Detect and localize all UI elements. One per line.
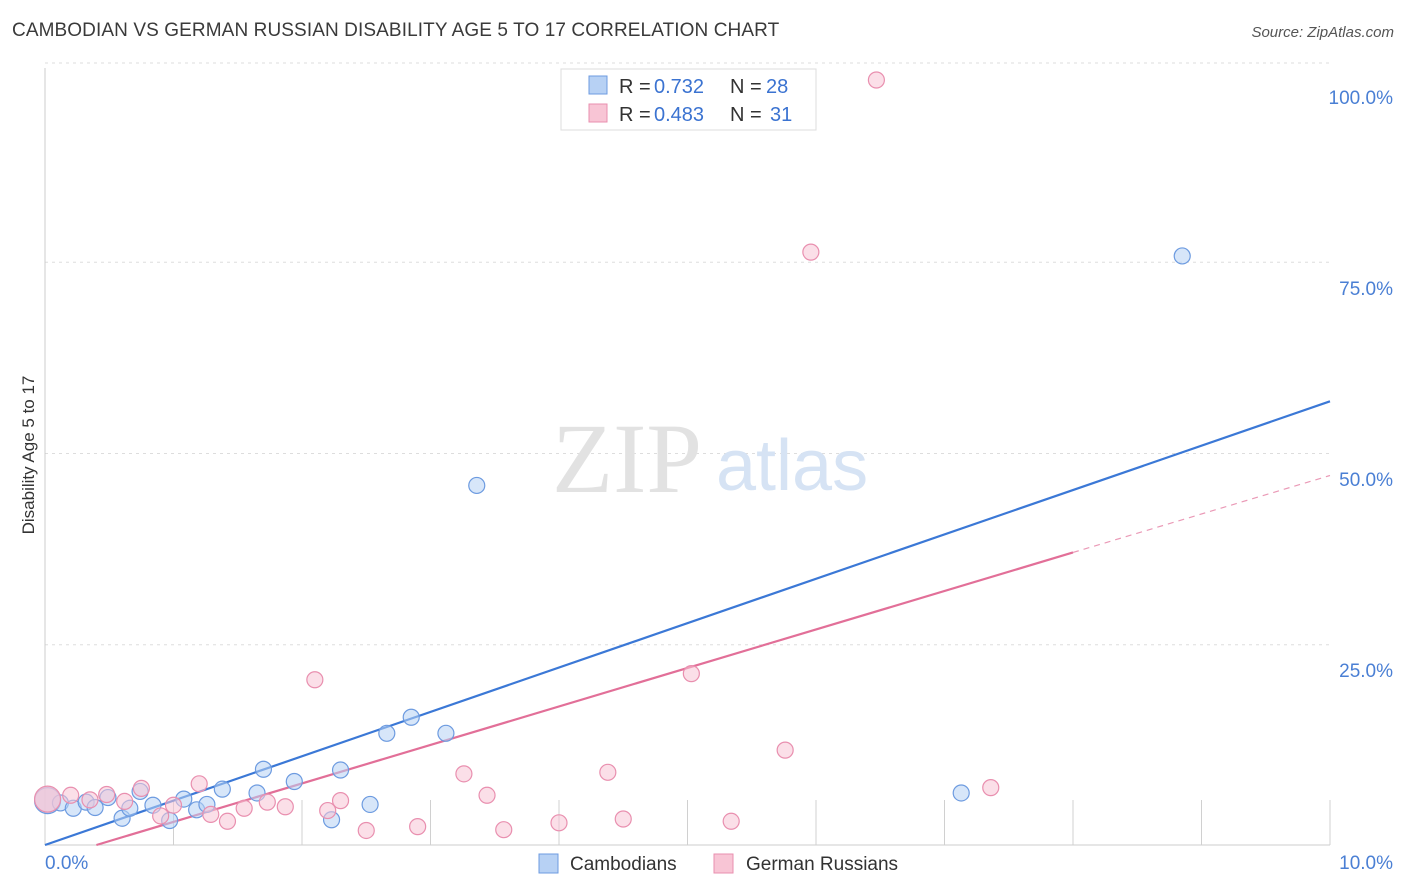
- data-point-german-russian: [455, 765, 473, 783]
- y-tick-label: 100.0%: [1329, 88, 1394, 109]
- legend-r-value-1: 0.732: [654, 76, 704, 98]
- data-point-german-russian: [235, 799, 253, 817]
- data-point-german-russian: [682, 665, 700, 683]
- legend-r-label-2: R =: [619, 104, 651, 126]
- data-point-cambodian: [437, 724, 455, 742]
- source-credit: Source: ZipAtlas.com: [1251, 24, 1394, 41]
- data-point-cambodian: [1173, 247, 1191, 265]
- legend-r-label-1: R =: [619, 76, 651, 98]
- data-point-german-russian: [258, 793, 276, 811]
- data-point-german-russian: [62, 786, 80, 804]
- bottom-legend-swatch-german-russians: [713, 853, 734, 874]
- trendline-extension-1: [1072, 474, 1331, 554]
- legend-swatch-german-russians: [588, 103, 608, 123]
- series-legend: Cambodians German Russians: [538, 853, 898, 875]
- chart-title: CAMBODIAN VS GERMAN RUSSIAN DISABILITY A…: [12, 20, 780, 41]
- data-point-german-russian: [802, 243, 820, 261]
- bottom-legend-swatch-cambodians: [538, 853, 559, 874]
- data-point-german-russian: [164, 796, 183, 814]
- data-point-german-russian: [202, 805, 220, 824]
- y-tick-label: 50.0%: [1339, 470, 1393, 491]
- stats-legend: R = 0.732 N = 28 R = 0.483 N = 31: [560, 68, 817, 131]
- y-axis-label: Disability Age 5 to 17: [19, 376, 38, 535]
- legend-n-value-1: 28: [766, 76, 788, 98]
- data-point-german-russian: [306, 671, 324, 689]
- data-point-cambodian: [254, 760, 273, 778]
- data-point-cambodian: [402, 708, 420, 726]
- data-point-german-russian: [409, 818, 427, 836]
- legend-n-label-1: N =: [730, 76, 762, 98]
- data-points: [33, 71, 1191, 840]
- data-point-german-russian: [776, 741, 794, 759]
- data-point-german-russian: [116, 792, 134, 810]
- watermark: ZIP atlas: [552, 403, 868, 514]
- data-point-german-russian: [319, 801, 337, 820]
- data-point-cambodian: [213, 780, 231, 798]
- data-point-german-russian: [331, 792, 350, 810]
- bottom-legend-label-german-russians: German Russians: [746, 854, 898, 875]
- y-tick-label: 25.0%: [1339, 661, 1393, 682]
- data-point-german-russian: [218, 812, 237, 830]
- data-point-german-russian: [550, 814, 568, 832]
- data-point-german-russian: [599, 763, 617, 781]
- legend-swatch-cambodians: [588, 75, 608, 95]
- data-point-german-russian: [152, 807, 170, 825]
- data-point-german-russian: [357, 821, 375, 840]
- data-point-german-russian: [98, 785, 116, 804]
- axes: [44, 68, 1331, 846]
- y-tick-label: 75.0%: [1339, 279, 1393, 300]
- tick-labels: 25.0% 50.0% 75.0% 100.0% 0.0% 10.0%: [45, 88, 1393, 874]
- bottom-legend-label-cambodians: Cambodians: [570, 854, 677, 875]
- data-point-cambodian: [331, 761, 350, 779]
- data-point-cambodian: [361, 795, 379, 814]
- data-point-german-russian: [276, 798, 294, 816]
- data-point-cambodian: [468, 476, 486, 495]
- data-point-german-russian: [33, 785, 62, 813]
- data-point-german-russian: [132, 779, 150, 797]
- watermark-zip: ZIP: [552, 403, 702, 514]
- legend-r-value-2: 0.483: [654, 104, 704, 126]
- data-point-cambodian: [378, 724, 396, 742]
- data-point-german-russian: [190, 775, 208, 793]
- legend-n-value-2: 31: [770, 104, 792, 126]
- data-point-german-russian: [478, 786, 496, 804]
- x-tick-label: 10.0%: [1339, 853, 1393, 874]
- data-point-german-russian: [614, 810, 632, 828]
- x-tick-label: 0.0%: [45, 853, 88, 874]
- data-point-german-russian: [722, 812, 740, 830]
- gridlines: [45, 62, 1330, 646]
- legend-n-label-2: N =: [730, 104, 762, 126]
- data-point-german-russian: [867, 71, 885, 89]
- data-point-german-russian: [81, 791, 99, 809]
- data-point-cambodian: [285, 772, 303, 791]
- watermark-atlas: atlas: [716, 426, 868, 506]
- data-point-german-russian: [982, 779, 1000, 797]
- data-point-cambodian: [952, 784, 970, 802]
- data-point-german-russian: [495, 821, 513, 839]
